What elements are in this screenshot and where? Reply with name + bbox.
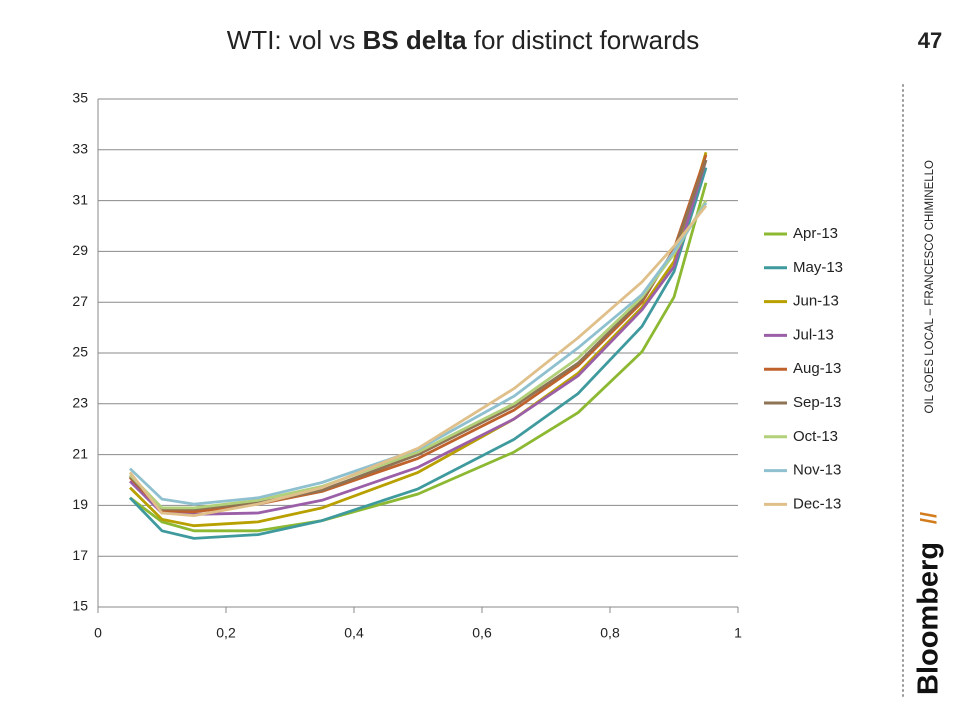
- legend-label: Jul-13: [793, 326, 834, 343]
- footer: OIL GOES LOCAL – FRANCESCO CHIMINELLO: [924, 160, 936, 414]
- legend-label: Sep-13: [793, 394, 841, 411]
- series-line: [128, 167, 708, 540]
- y-tick-label: 29: [72, 242, 88, 258]
- y-tick-label: 21: [72, 445, 88, 461]
- series-line: [129, 182, 708, 533]
- brand-mark: //: [916, 512, 941, 524]
- x-tick-label: 0: [94, 625, 102, 641]
- page-number: 47: [918, 28, 942, 53]
- series-line: [128, 199, 708, 510]
- x-tick-label: 0,6: [472, 625, 492, 641]
- y-tick-label: 33: [72, 141, 88, 157]
- y-tick-label: 27: [72, 293, 88, 309]
- series-line: [129, 159, 708, 516]
- legend-label: Nov-13: [793, 462, 841, 479]
- x-tick-label: 1: [734, 625, 742, 641]
- title-part: for distinct forwards: [467, 25, 700, 55]
- legend-label: Oct-13: [793, 428, 838, 445]
- x-tick-label: 0,4: [344, 625, 364, 641]
- brand: Bloomberg: [913, 542, 945, 695]
- x-tick-label: 0,8: [600, 625, 620, 641]
- legend-label: Apr-13: [793, 225, 838, 242]
- y-tick-label: 17: [72, 547, 88, 563]
- y-tick-label: 25: [72, 344, 88, 360]
- y-tick-label: 23: [72, 395, 88, 411]
- chart-title: WTI: vol vs BS delta for distinct forwar…: [227, 25, 699, 55]
- x-tick-label: 0,2: [216, 625, 236, 641]
- legend-label: Jun-13: [793, 293, 839, 310]
- legend-label: May-13: [793, 259, 843, 276]
- y-tick-label: 31: [72, 191, 88, 207]
- series-line: [128, 204, 708, 517]
- series-line: [129, 151, 708, 528]
- title-part: BS delta: [363, 25, 468, 55]
- title-part: WTI: vol vs: [227, 25, 363, 55]
- legend-label: Aug-13: [793, 360, 841, 377]
- y-tick-label: 35: [72, 90, 88, 106]
- legend-label: Dec-13: [793, 495, 841, 512]
- y-tick-label: 19: [72, 496, 88, 512]
- y-tick-label: 15: [72, 598, 88, 614]
